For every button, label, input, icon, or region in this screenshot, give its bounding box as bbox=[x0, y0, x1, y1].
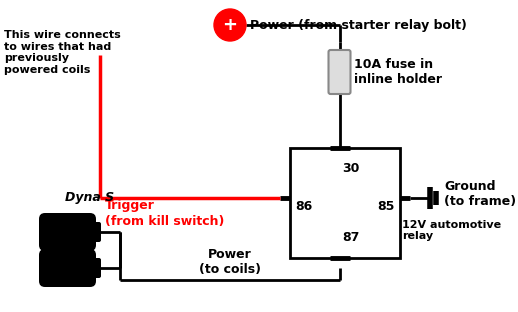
Text: 10A fuse in
inline holder: 10A fuse in inline holder bbox=[353, 58, 441, 86]
Text: Power (from starter relay bolt): Power (from starter relay bolt) bbox=[250, 18, 467, 32]
Bar bbox=[73, 214, 79, 222]
FancyBboxPatch shape bbox=[87, 258, 101, 278]
Bar bbox=[61, 250, 67, 258]
Text: 86: 86 bbox=[295, 199, 312, 212]
Text: 85: 85 bbox=[378, 199, 395, 212]
Text: Power
(to coils): Power (to coils) bbox=[199, 248, 261, 276]
Circle shape bbox=[214, 9, 246, 41]
Bar bbox=[61, 214, 67, 222]
Text: Ground
(to frame): Ground (to frame) bbox=[444, 179, 516, 207]
Text: +: + bbox=[223, 16, 237, 34]
Text: 87: 87 bbox=[342, 231, 360, 244]
FancyBboxPatch shape bbox=[39, 249, 96, 287]
Text: 30: 30 bbox=[342, 162, 360, 175]
Text: 12V automotive
relay: 12V automotive relay bbox=[402, 220, 501, 241]
FancyBboxPatch shape bbox=[328, 50, 351, 94]
Text: Dyna S: Dyna S bbox=[65, 191, 114, 204]
Text: Trigger
(from kill switch): Trigger (from kill switch) bbox=[105, 199, 224, 227]
Text: This wire connects
to wires that had
previously
powered coils: This wire connects to wires that had pre… bbox=[4, 30, 121, 75]
FancyBboxPatch shape bbox=[39, 213, 96, 251]
Bar bbox=[290, 148, 400, 258]
FancyBboxPatch shape bbox=[87, 222, 101, 242]
Bar bbox=[73, 250, 79, 258]
